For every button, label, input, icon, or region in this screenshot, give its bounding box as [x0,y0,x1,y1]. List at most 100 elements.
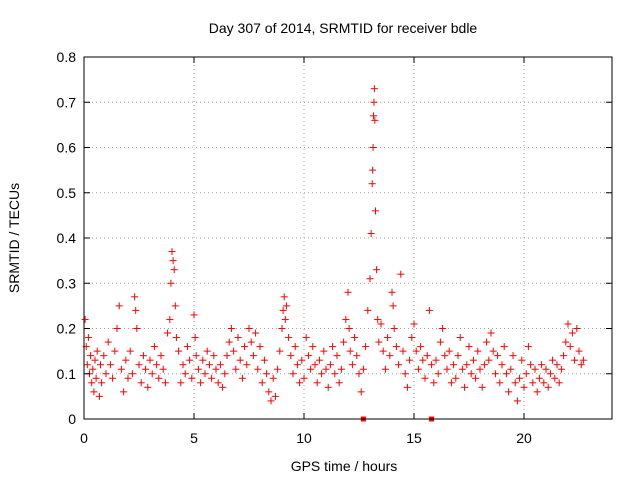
data-point [109,374,117,382]
data-point [544,383,552,391]
data-point [351,334,359,342]
data-point [461,383,469,391]
data-point [458,365,466,373]
data-point [186,356,194,364]
data-point [467,370,475,378]
data-point [447,379,455,387]
data-point [230,347,238,355]
data-point [509,352,517,360]
data-point [117,365,125,373]
data-point [161,379,169,387]
data-point [367,229,375,237]
data-point [254,365,262,373]
data-point [364,306,372,314]
data-point [373,266,381,274]
data-point [573,325,581,332]
data-point [551,374,559,382]
data-point [392,343,400,351]
data-point [370,112,378,120]
x-tick-label: 5 [190,430,198,446]
data-point [282,302,290,310]
data-point [480,361,488,369]
data-point [81,315,89,323]
data-point [208,374,216,382]
y-tick-label: 0.4 [57,230,77,246]
data-point [260,356,268,364]
data-point [219,383,227,391]
data-point [256,343,264,351]
data-point [359,365,367,373]
data-point [289,370,297,378]
data-point [212,365,220,373]
data-point [571,356,579,364]
data-point [170,266,178,274]
data-point [560,352,568,360]
y-tick-label: 0 [68,411,76,427]
data-point [146,356,154,364]
data-point [366,275,374,283]
data-point [95,392,103,400]
data-point [513,397,521,405]
data-point [234,334,242,342]
data-point [293,361,301,369]
data-point [92,374,100,382]
data-point [280,293,288,301]
data-point [371,116,379,124]
data-point [89,365,97,373]
data-point [421,374,429,382]
data-point [142,365,150,373]
data-point [540,379,548,387]
x-tick-label: 15 [406,430,422,446]
data-point [120,388,128,396]
data-point [194,365,202,373]
data-point [524,343,532,351]
data-point [296,379,304,387]
data-point [505,388,513,396]
y-tick-label: 0.2 [57,321,77,337]
data-point [564,320,572,328]
data-point [491,370,499,378]
data-point [191,334,199,342]
data-point [192,352,200,360]
data-point [553,361,561,369]
data-point [432,356,440,364]
data-point [496,379,504,387]
data-point [227,325,235,332]
data-point [137,379,145,387]
data-point [500,343,508,351]
data-point [168,248,176,256]
data-point [445,347,453,355]
data-point [408,334,416,342]
data-point [225,338,233,346]
data-point [487,329,495,337]
data-point [425,306,433,314]
data-point [472,374,480,382]
data-point [375,338,383,346]
data-point [241,343,249,351]
data-point [197,379,205,387]
data-point [249,352,257,360]
data-point [247,338,255,346]
data-point [370,98,378,106]
data-point [133,325,141,332]
data-point [331,370,339,378]
data-point [450,361,458,369]
data-point [379,347,387,355]
data-point [279,306,287,314]
data-point [98,379,106,387]
data-point [177,379,185,387]
data-point [135,361,143,369]
data-point [307,365,315,373]
data-point [102,370,110,378]
data-point [430,379,438,387]
data-point [388,288,396,296]
y-tick-label: 0.6 [57,140,77,156]
data-point [324,383,332,391]
data-point [172,334,180,342]
data-point [546,370,554,378]
data-point [320,347,328,355]
data-point [164,329,172,337]
data-point [322,365,330,373]
data-point [384,334,392,342]
